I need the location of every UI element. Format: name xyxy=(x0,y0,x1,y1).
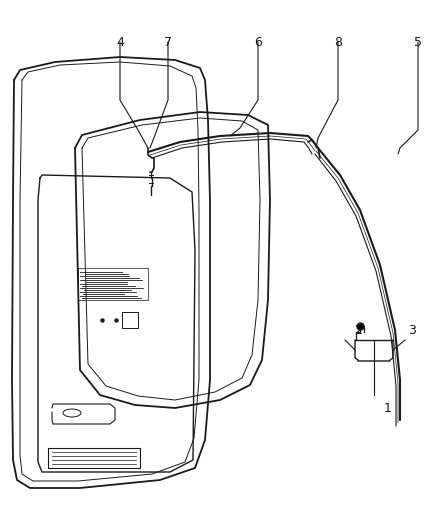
Text: 6: 6 xyxy=(254,35,262,49)
Text: 3: 3 xyxy=(408,324,416,337)
Text: 1: 1 xyxy=(384,401,392,414)
Text: 5: 5 xyxy=(414,35,422,49)
Ellipse shape xyxy=(63,409,81,417)
Text: 4: 4 xyxy=(116,35,124,49)
Text: 8: 8 xyxy=(334,35,342,49)
Text: 7: 7 xyxy=(164,35,172,49)
Text: 2: 2 xyxy=(354,324,362,337)
